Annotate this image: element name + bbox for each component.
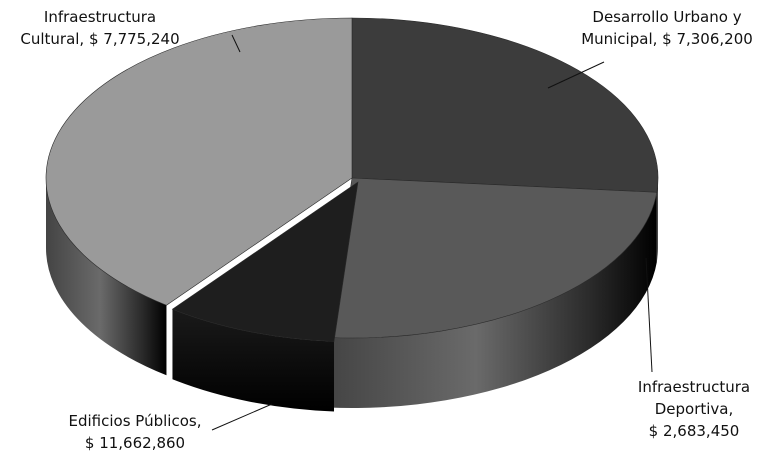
slice-label-edificios-publicos: Edificios Públicos, $ 11,662,860	[68, 412, 202, 452]
slice-label-infraestructura-cultural: Infraestructura Cultural, $ 7,775,240	[20, 8, 180, 48]
leader-line-0	[231, 34, 241, 53]
slice-side-3	[45, 178, 167, 376]
leader-line-3	[211, 403, 273, 431]
slice-side-2	[172, 309, 335, 412]
slice-side-0	[656, 178, 658, 263]
pie-slice-2	[171, 181, 359, 342]
slice-side-1	[328, 192, 657, 409]
pie-slice-3	[45, 17, 353, 306]
pie-slice-1	[327, 177, 658, 339]
pie-slice-0	[351, 17, 659, 193]
leader-line-1	[547, 61, 605, 89]
leader-line-2	[645, 257, 653, 373]
slice-label-desarrollo-urbano: Desarrollo Urbano y Municipal, $ 7,306,2…	[581, 8, 753, 48]
slice-label-infraestructura-deportiva: Infraestructura Deportiva, $ 2,683,450	[637, 378, 751, 440]
